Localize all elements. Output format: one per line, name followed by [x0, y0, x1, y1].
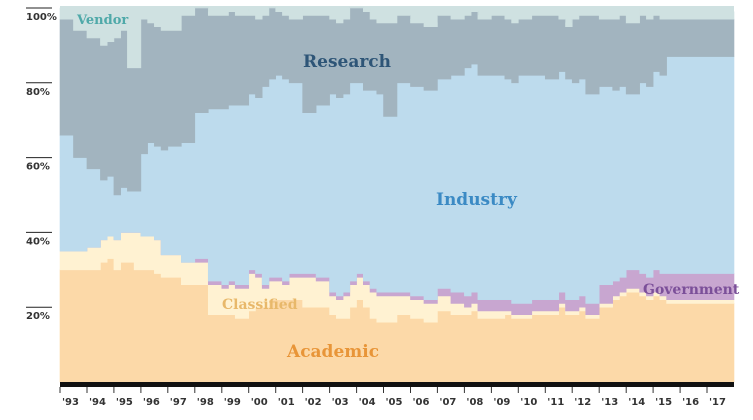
x-tick-label: '08	[466, 397, 483, 408]
x-tick-label: '11	[547, 397, 564, 408]
x-tick-label: '04	[359, 397, 376, 408]
y-tick-label: 100%	[26, 12, 57, 23]
y-tick-label: 80%	[26, 87, 50, 98]
x-tick-label: '13	[601, 397, 618, 408]
academic-label: Academic	[286, 342, 379, 362]
x-tick-label: '10	[520, 397, 537, 408]
x-tick-label: '12	[574, 397, 591, 408]
y-axis-ticks: 20% 40% 60% 80% 100%	[26, 12, 57, 322]
x-tick-label: '97	[170, 397, 187, 408]
x-tick-label: '15	[655, 397, 672, 408]
x-tick-label: '06	[413, 397, 430, 408]
x-tick-label: '16	[682, 397, 699, 408]
research-label: Research	[303, 52, 391, 72]
x-tick-label: '96	[143, 397, 160, 408]
x-tick-label: '14	[628, 397, 645, 408]
x-tick-label: '99	[224, 397, 241, 408]
x-tick-label: '05	[386, 397, 403, 408]
series-areas	[59, 6, 735, 383]
industry-label: Industry	[436, 190, 518, 210]
x-tick-label: '00	[251, 397, 268, 408]
y-tick-label: 20%	[26, 311, 50, 322]
x-tick-label: '07	[439, 397, 456, 408]
x-tick-label: '95	[116, 397, 133, 408]
government-label: Government	[643, 282, 740, 298]
y-tick-label: 60%	[26, 162, 50, 173]
x-tick-label: '94	[89, 397, 106, 408]
x-axis-baseline	[60, 382, 734, 387]
x-tick-label: '02	[305, 397, 322, 408]
x-tick-label: '01	[278, 397, 295, 408]
y-tick-label: 40%	[26, 236, 50, 247]
x-tick-label: '17	[709, 397, 726, 408]
x-tick-label: '09	[493, 397, 510, 408]
x-tick-label: '03	[332, 397, 349, 408]
x-axis-ticks: '93 '94 '95 '96 '97 '98 '99 '00 '01 '02 '03 '04 '05 '…	[59, 387, 726, 408]
x-tick-label: '98	[197, 397, 214, 408]
series-area-vendor	[59, 7, 735, 69]
classified-label: Classified	[222, 297, 298, 313]
vendor-label: Vendor	[76, 13, 128, 28]
y-gridlines	[26, 7, 52, 308]
x-tick-label: '93	[62, 397, 79, 408]
